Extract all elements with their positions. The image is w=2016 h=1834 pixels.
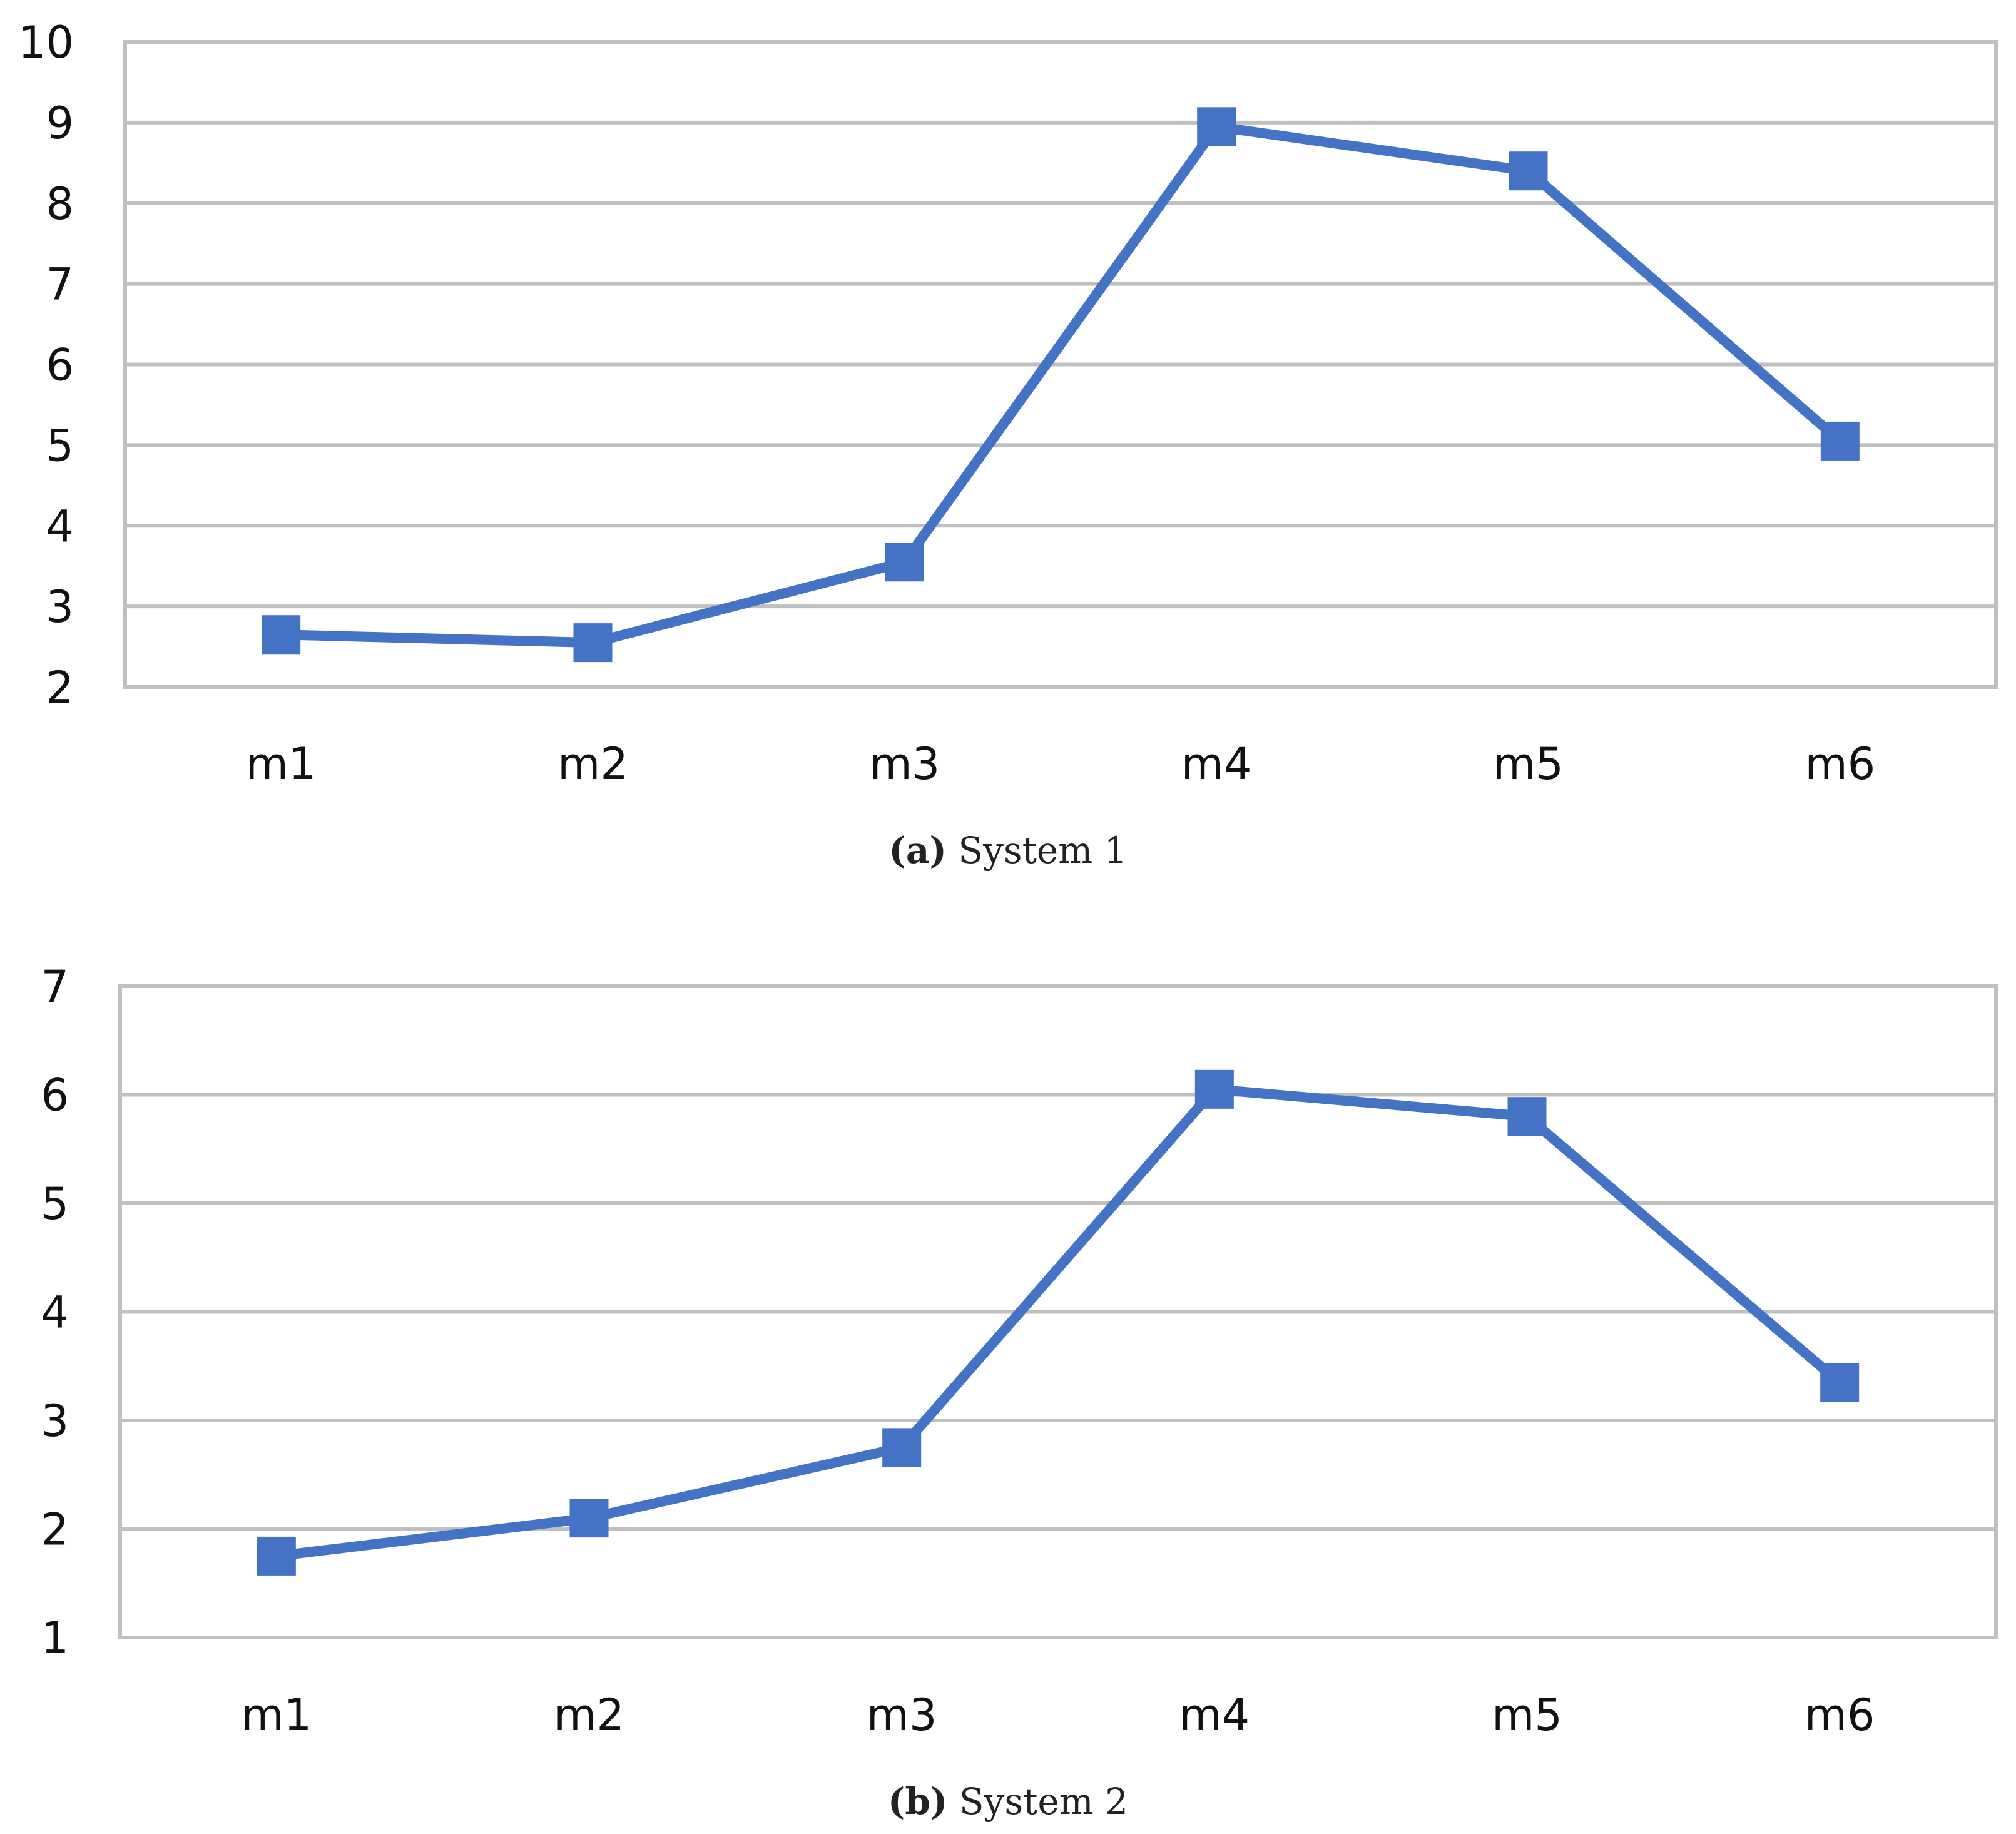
y-tick-label: 8 [46,178,74,230]
data-point-marker [1820,421,1860,461]
x-tick-label: m5 [1492,1689,1562,1741]
plot-frame [118,984,1998,1639]
data-point-marker [1197,107,1236,146]
data-point-marker [262,615,301,655]
x-tick-label: m4 [1179,1689,1250,1741]
y-tick-label: 7 [41,961,69,1012]
x-tick-label: m3 [869,738,940,790]
chart-caption: (b) System 2 [0,1780,2016,1823]
data-point-marker [1509,151,1548,191]
data-point-marker [569,1499,609,1538]
line-chart-system-2: 1 2 3 4 5 6 7 m1 m2 m3 m4 m5 m6 [41,961,1998,1741]
caption-tag: (a) [888,829,947,872]
y-tick-label: 2 [41,1504,69,1556]
plot-frame [123,40,1998,689]
chart-panel-system-1: 2 3 4 5 6 7 8 9 10 m1 m2 m3 m4 m5 m6 (a) System 1 [0,0,2016,901]
caption-text: System 2 [959,1780,1129,1823]
y-tick-label: 4 [46,501,74,552]
y-tick-label: 5 [46,420,74,471]
y-tick-label: 7 [46,259,74,310]
x-tick-label: m6 [1805,738,1875,790]
caption-tag: (b) [887,1780,948,1823]
chart-panel-system-2: 1 2 3 4 5 6 7 m1 m2 m3 m4 m5 m6 (b) System 2 [0,945,2016,1834]
data-point-marker [1820,1363,1860,1402]
data-point-marker [885,543,924,582]
data-point-marker [1507,1097,1547,1136]
x-tick-label: m4 [1181,738,1252,790]
x-tick-label: m6 [1805,1689,1875,1741]
data-point-marker [257,1536,296,1576]
data-point-marker [573,623,613,663]
y-tick-label: 3 [46,581,74,633]
y-tick-label: 6 [46,340,74,391]
y-tick-label: 1 [41,1612,69,1664]
x-tick-label: m1 [246,738,317,790]
y-tick-label: 3 [41,1395,69,1447]
caption-text: System 1 [958,829,1128,872]
series-line [280,121,1844,648]
line-chart-system-1: 2 3 4 5 6 7 8 9 10 m1 m2 m3 m4 m5 m6 [18,17,1998,790]
y-tick-label: 5 [41,1178,69,1230]
x-tick-label: m2 [557,738,628,790]
y-tick-label: 10 [18,17,74,68]
chart-caption: (a) System 1 [0,829,2016,872]
x-tick-label: m5 [1493,738,1564,790]
x-tick-label: m2 [554,1689,624,1741]
x-tick-label: m3 [867,1689,937,1741]
y-tick-label: 9 [46,98,74,149]
series-line [275,1084,1843,1561]
x-tick-label: m1 [241,1689,312,1741]
data-point-marker [1194,1069,1234,1109]
y-tick-label: 6 [41,1070,69,1121]
data-point-marker [882,1428,922,1467]
y-tick-label: 4 [41,1287,69,1338]
y-tick-label: 2 [46,662,74,713]
